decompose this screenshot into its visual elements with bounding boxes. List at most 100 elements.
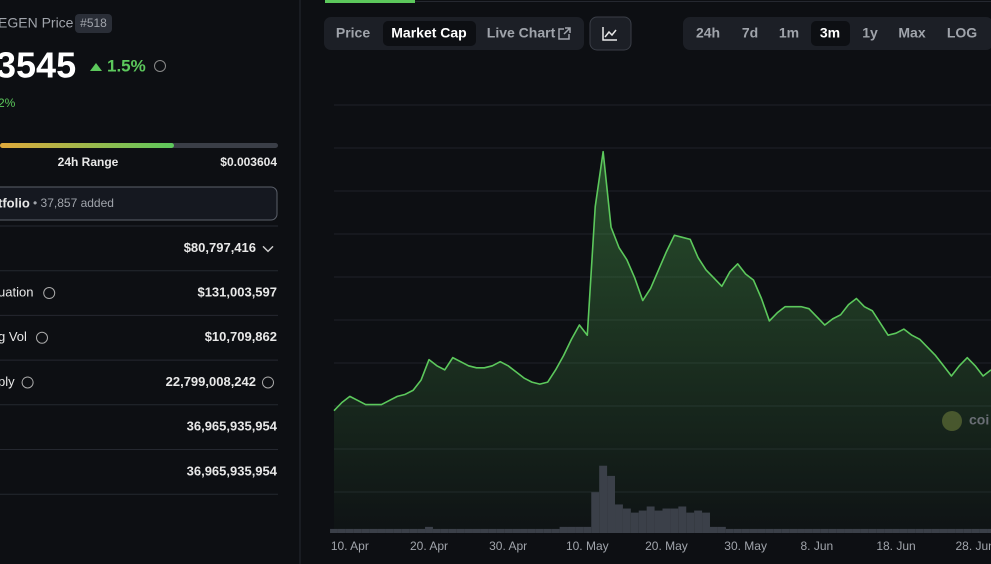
volume-bar [987,528,991,533]
volume-bar [551,528,560,533]
volume-bar [844,528,853,533]
volume-bar [765,528,774,533]
watermark-logo [942,411,962,431]
volume-bar [757,528,766,533]
up-arrow [90,63,102,71]
volume-bar [377,528,386,533]
stats: $80,797,416 uation $131,003,597 g Vol $10,70… [0,225,278,495]
volume-bar [694,510,703,533]
x-tick-label: 10. May [566,539,609,553]
info-icon[interactable] [154,60,166,72]
volume-bar [345,528,354,533]
stat-label: ply [0,374,15,389]
volume-bar [876,528,885,533]
range-button[interactable]: 1y [862,25,878,41]
range-label: 24h Range [58,155,119,169]
volume-bar [385,528,394,533]
volume-bar [702,512,710,533]
volume-bar [353,528,362,533]
volume-bar [622,508,631,533]
volume-bar [749,528,758,533]
volume-bar [630,512,639,533]
volume-bar [520,528,528,533]
volume-bar [567,526,576,533]
volume-bar [789,528,798,533]
range-button[interactable]: 3m [820,25,840,41]
volume-bar [417,528,426,533]
volume-bar [464,528,473,533]
x-tick-label: 28. Jun [955,539,991,553]
info-icon[interactable] [36,331,48,344]
chevron[interactable] [262,245,274,253]
volume-bar [425,526,433,533]
volume-bar [860,528,869,533]
info-icon[interactable] [43,287,56,300]
volume-bar [448,528,457,533]
volume-bar [868,528,877,533]
x-tick-label: 10. Apr [331,539,369,553]
x-tick-label: 30. May [724,539,767,553]
volume-bar [393,528,402,533]
stat-label: uation [0,284,33,299]
stat-label: g Vol [0,329,27,344]
stat-value: 36,965,935,954 [187,463,278,478]
tab[interactable]: Live Chart [487,25,556,41]
volume-bar [512,528,521,533]
volume-bar [899,528,908,533]
range-button[interactable]: 24h [696,25,720,41]
volume-bar [931,528,940,533]
volume-bar [804,528,813,533]
volume-bar [828,528,837,533]
active-tab [383,21,476,46]
volume-bar [591,492,600,533]
volume-bar [812,528,821,533]
volume-bar [440,528,449,533]
volume-bar [971,528,980,533]
stat-value: 36,965,935,954 [187,419,278,434]
volume-bar [646,506,655,533]
portfolio-added: • 37,857 added [33,196,114,210]
rank: #518 [80,16,107,30]
sub-change: 2% [0,96,16,110]
volume-bar [535,528,544,533]
tab[interactable]: Price [336,25,370,41]
x-tick-label: 30. Apr [489,539,527,553]
volume-bar [559,526,568,533]
volume-bar [488,528,497,533]
range-button[interactable]: LOG [947,25,977,41]
volume-bar [662,508,671,533]
volume-bar [527,528,536,533]
range-button[interactable]: Max [898,25,925,41]
portfolio-label: tfolio [0,195,30,210]
volume-bar [979,528,988,533]
info-icon[interactable] [262,376,274,389]
active-range [811,21,850,46]
tab[interactable]: Market Cap [391,25,466,41]
x-tick-label: 20. Apr [410,539,448,553]
volume-bar [892,528,900,533]
x-tick-label: 20. May [645,539,688,553]
volume-bar [361,528,370,533]
line-chart-icon [602,27,617,41]
volume-bar [781,528,790,533]
volume-bar [733,528,742,533]
line [333,150,991,412]
portfolio-button[interactable] [0,186,278,221]
range-button[interactable]: 1m [779,25,799,41]
x-tick-label: 8. Jun [801,539,834,553]
stat-value: 22,799,008,242 [166,374,256,389]
plot: 10. Apr 20. Apr 30. Apr 10. May 20. May 30. M… [330,150,991,553]
range-button[interactable]: 7d [742,25,758,41]
volume-bar [725,528,734,533]
range-high: $0.003604 [220,155,277,169]
volume-bar [401,528,410,533]
info-icon[interactable] [21,376,34,389]
volume-bar [504,528,513,533]
area [334,151,991,533]
volume-bar [947,528,956,533]
price: 3545 [0,45,76,86]
volume-bar [583,526,592,533]
price-change: 1.5% [107,56,146,75]
volume-bar [955,528,964,533]
